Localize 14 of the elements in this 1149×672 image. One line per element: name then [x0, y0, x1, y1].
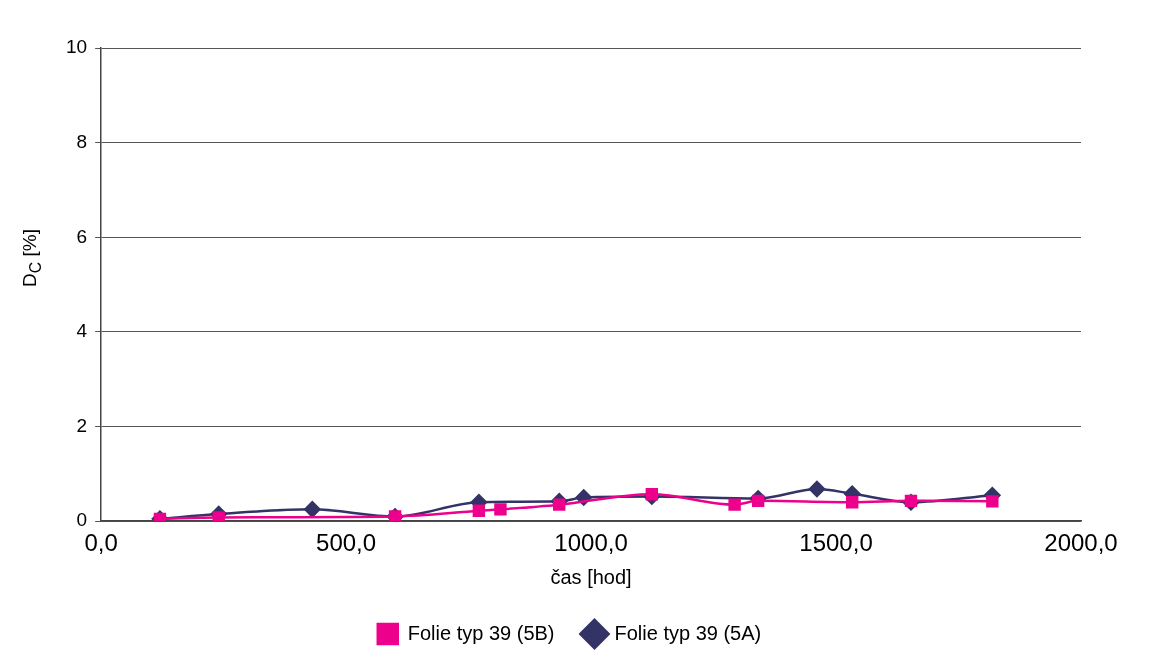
y-tick-label: 0	[76, 509, 88, 531]
x-axis-title: čas [hod]	[550, 565, 632, 588]
y-tick-label: 4	[76, 320, 88, 342]
x-tick-label: 1500,0	[799, 529, 873, 557]
y-tick-label: 2	[76, 414, 88, 436]
x-tick-label: 1000,0	[554, 529, 628, 557]
y-tick-label: 6	[76, 225, 88, 247]
x-tick-label: 2000,0	[1044, 529, 1118, 557]
x-tick-label: 500,0	[316, 529, 377, 557]
legend-label: Folie typ 39 (5A)	[614, 621, 762, 644]
x-tick-label: 0,0	[84, 529, 118, 557]
legend-label: Folie typ 39 (5B)	[407, 621, 555, 644]
y-tick-label: 8	[76, 130, 88, 152]
y-tick-label: 10	[65, 36, 88, 58]
